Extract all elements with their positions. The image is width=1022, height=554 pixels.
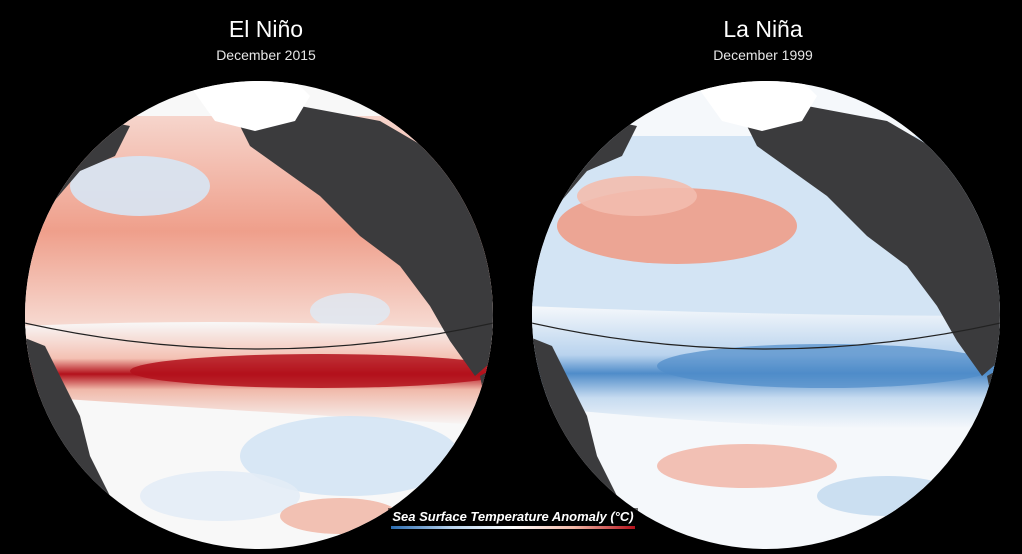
la-nina-date: December 1999: [713, 47, 813, 63]
arctic-ice: [190, 81, 310, 131]
australia-land: [532, 336, 617, 516]
el-nino-date: December 2015: [216, 47, 316, 63]
equator-line: [25, 321, 493, 350]
north-america-land: [235, 106, 493, 376]
australia-land: [25, 336, 110, 516]
arctic-ice: [697, 81, 817, 131]
la-nina-globe: [532, 81, 1000, 549]
el-nino-globe: [25, 81, 493, 549]
equator-line: [532, 321, 1000, 350]
color-legend: Sea Surface Temperature Anomaly (°C): [388, 508, 638, 529]
legend-label: Sea Surface Temperature Anomaly (°C): [392, 509, 634, 524]
north-america-land: [742, 106, 1000, 376]
la-nina-title: La Niña: [723, 16, 803, 42]
el-nino-title: El Niño: [228, 16, 304, 42]
legend-color-bar: [391, 526, 635, 529]
